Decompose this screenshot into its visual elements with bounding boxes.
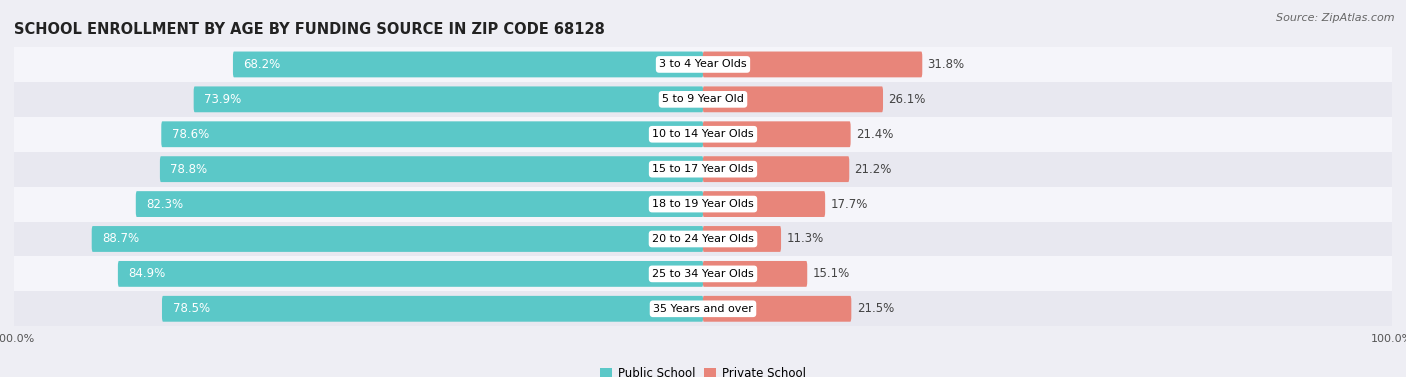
Text: 26.1%: 26.1% [889,93,925,106]
FancyBboxPatch shape [703,156,849,182]
Text: 68.2%: 68.2% [243,58,281,71]
Text: 35 Years and over: 35 Years and over [652,304,754,314]
FancyBboxPatch shape [162,296,703,322]
Text: 78.5%: 78.5% [173,302,209,315]
Bar [14,117,1392,152]
FancyBboxPatch shape [703,121,851,147]
FancyBboxPatch shape [233,52,703,77]
Bar [14,82,1392,117]
FancyBboxPatch shape [703,226,782,252]
Text: 73.9%: 73.9% [204,93,242,106]
Bar [14,291,1392,326]
Text: 21.5%: 21.5% [856,302,894,315]
Text: 18 to 19 Year Olds: 18 to 19 Year Olds [652,199,754,209]
Text: 17.7%: 17.7% [831,198,868,211]
Text: 21.2%: 21.2% [855,162,891,176]
FancyBboxPatch shape [118,261,703,287]
FancyBboxPatch shape [162,121,703,147]
Text: 82.3%: 82.3% [146,198,183,211]
Text: 78.8%: 78.8% [170,162,208,176]
Bar [14,256,1392,291]
Text: 3 to 4 Year Olds: 3 to 4 Year Olds [659,60,747,69]
Legend: Public School, Private School: Public School, Private School [595,362,811,377]
Text: SCHOOL ENROLLMENT BY AGE BY FUNDING SOURCE IN ZIP CODE 68128: SCHOOL ENROLLMENT BY AGE BY FUNDING SOUR… [14,22,605,37]
Text: 10 to 14 Year Olds: 10 to 14 Year Olds [652,129,754,139]
Text: 78.6%: 78.6% [172,128,209,141]
FancyBboxPatch shape [136,191,703,217]
Text: 15 to 17 Year Olds: 15 to 17 Year Olds [652,164,754,174]
Text: 11.3%: 11.3% [786,233,824,245]
FancyBboxPatch shape [703,191,825,217]
Text: 31.8%: 31.8% [928,58,965,71]
FancyBboxPatch shape [160,156,703,182]
Text: 15.1%: 15.1% [813,267,849,280]
Bar [14,187,1392,222]
Text: 84.9%: 84.9% [128,267,166,280]
Text: Source: ZipAtlas.com: Source: ZipAtlas.com [1277,13,1395,23]
Text: 88.7%: 88.7% [103,233,139,245]
FancyBboxPatch shape [703,296,851,322]
FancyBboxPatch shape [194,86,703,112]
FancyBboxPatch shape [91,226,703,252]
FancyBboxPatch shape [703,86,883,112]
Text: 21.4%: 21.4% [856,128,893,141]
Text: 20 to 24 Year Olds: 20 to 24 Year Olds [652,234,754,244]
Text: 25 to 34 Year Olds: 25 to 34 Year Olds [652,269,754,279]
Bar [14,222,1392,256]
FancyBboxPatch shape [703,261,807,287]
Bar [14,152,1392,187]
FancyBboxPatch shape [703,52,922,77]
Bar [14,47,1392,82]
Text: 5 to 9 Year Old: 5 to 9 Year Old [662,94,744,104]
